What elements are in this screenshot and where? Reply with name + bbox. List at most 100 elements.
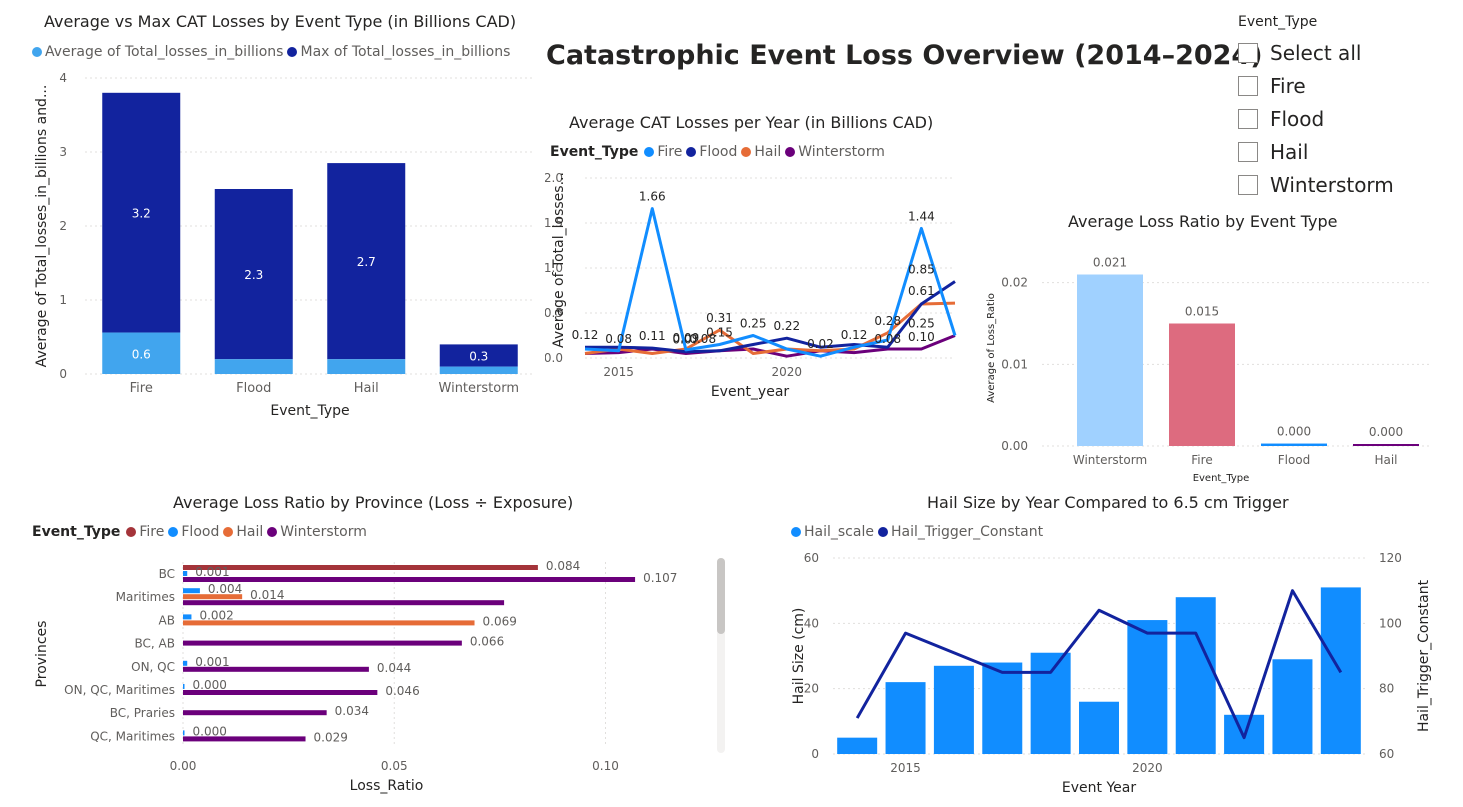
- y-axis-title: Average of Total_losses...: [551, 172, 567, 348]
- data-label: 0.004: [208, 582, 242, 596]
- y-tick-label: 0.01: [1001, 357, 1028, 371]
- point-label: 0.08: [874, 332, 901, 346]
- y-axis-title: Average of Loss_Ratio: [986, 293, 997, 403]
- bar-max: [214, 189, 293, 360]
- legend-dot-icon: [791, 527, 801, 537]
- legend-item[interactable]: Fire: [644, 144, 682, 160]
- point-label: 0.07: [673, 333, 700, 347]
- x-axis-title: Event Year: [1062, 780, 1136, 796]
- point-label: 0.85: [908, 263, 935, 277]
- point-label: 0.15: [706, 326, 733, 340]
- chart-title: Average Loss Ratio by Event Type: [1068, 212, 1338, 231]
- x-tick-label: 2015: [603, 365, 634, 379]
- chart-title: Average Loss Ratio by Province (Loss ÷ E…: [173, 493, 574, 512]
- y-tick-label: BC, Praries: [110, 706, 175, 720]
- legend-item[interactable]: Winterstorm: [267, 524, 367, 540]
- legend-item[interactable]: Max of Total_losses_in_billions: [287, 44, 510, 60]
- legend-dot-icon: [686, 147, 697, 157]
- bar: [1353, 444, 1419, 446]
- slicer-option-label: Flood: [1270, 106, 1325, 131]
- checkbox[interactable]: [1238, 174, 1258, 195]
- legend-item[interactable]: Hail: [741, 144, 781, 160]
- bar-winterstorm: [183, 666, 369, 672]
- chart-title: Average vs Max CAT Losses by Event Type …: [44, 12, 517, 31]
- checkbox[interactable]: [1238, 141, 1258, 162]
- bar-winterstorm: [183, 640, 462, 646]
- bar-fire: [183, 565, 538, 570]
- y-tick-label: 20: [804, 682, 819, 696]
- chart-legend: Average of Total_losses_in_billions Max …: [32, 44, 514, 60]
- y-tick-label: 0.02: [1001, 276, 1028, 290]
- point-label: 0.08: [605, 332, 632, 346]
- y-tick-label: BC: [159, 567, 175, 581]
- point-label: 1.44: [908, 209, 935, 223]
- bar-max: [327, 163, 406, 360]
- data-label: 0.001: [195, 655, 229, 669]
- legend-item[interactable]: Flood: [686, 144, 737, 160]
- x-tick-label: Flood: [236, 381, 271, 396]
- chart-legend: Event_Type Fire Flood Hail Winterstorm: [32, 524, 371, 540]
- y-tick-label: 0.00: [1001, 439, 1028, 453]
- y-tick-label: 40: [804, 616, 819, 630]
- checkbox[interactable]: [1238, 108, 1258, 129]
- slicer-option-flood[interactable]: Flood: [1238, 102, 1438, 135]
- legend-item[interactable]: Fire: [126, 524, 164, 540]
- legend-item[interactable]: Average of Total_losses_in_billions: [32, 44, 283, 60]
- legend-item[interactable]: Hail_Trigger_Constant: [877, 524, 1044, 540]
- bar-winterstorm: [183, 736, 306, 742]
- y-axis-title: Hail Size (cm): [791, 608, 807, 705]
- legend-label: Flood: [699, 144, 738, 160]
- avg-losses-per-year-chart: 0.00.51.01.52.01.660.08 0.110.310.150.090…: [545, 171, 957, 400]
- legend-dot-icon: [741, 147, 752, 157]
- x-tick-label: 2020: [1132, 761, 1163, 775]
- loss-ratio-by-province-chart: 0.00 0.05 0.10 BC 0.084 0.001 0.107 Maritimes 0.…: [34, 559, 677, 794]
- data-label: 3.2: [132, 207, 151, 221]
- legend-item[interactable]: Hail_scale: [791, 524, 874, 540]
- x-tick-label: 0.00: [170, 759, 197, 773]
- bar-hail-scale: [1079, 701, 1119, 754]
- data-label: 0.002: [199, 608, 233, 622]
- data-label: 2.3: [244, 268, 263, 282]
- y-right-tick-label: 60: [1379, 747, 1394, 761]
- slicer-option-winterstorm[interactable]: Winterstorm: [1238, 168, 1438, 201]
- hail-size-by-year-chart: 0 20 40 60 60 80 100 120 2015 2020 Event Year Hail …: [791, 551, 1432, 796]
- bar-flood: [183, 684, 185, 689]
- x-tick-label: 2015: [890, 761, 921, 775]
- slicer-option-hail[interactable]: Hail: [1238, 135, 1438, 168]
- legend-dot-icon: [785, 147, 796, 157]
- x-tick-label: 0.05: [381, 759, 408, 773]
- legend-label: Hail_Trigger_Constant: [890, 524, 1044, 540]
- data-label: 0.014: [250, 588, 284, 602]
- legend-item[interactable]: Hail: [223, 524, 263, 540]
- checkbox[interactable]: [1238, 75, 1258, 96]
- y-tick-label: 3: [59, 145, 67, 159]
- y-tick-label: 2: [59, 219, 67, 233]
- legend-label: Winterstorm: [280, 524, 367, 540]
- legend-item[interactable]: Flood: [168, 524, 219, 540]
- point-label: 0.31: [706, 311, 733, 325]
- point-label: 1.66: [639, 190, 666, 204]
- data-label: 0.046: [385, 684, 419, 698]
- bar-flood: [183, 660, 188, 666]
- scrollbar-thumb[interactable]: [717, 558, 725, 634]
- bar-average: [439, 366, 518, 374]
- checkbox[interactable]: [1238, 42, 1258, 63]
- bar-average: [102, 332, 181, 374]
- x-axis-title: Event_year: [711, 384, 790, 400]
- bar-flood: [183, 588, 200, 594]
- legend-dot-icon: [126, 527, 137, 537]
- legend-item[interactable]: Winterstorm: [785, 144, 885, 160]
- series-line-fire: [584, 207, 957, 358]
- data-label: 0.001: [195, 565, 229, 579]
- slicer-option-label: Hail: [1270, 139, 1309, 164]
- slicer-option-select-all[interactable]: Select all: [1238, 36, 1438, 69]
- y-tick-label: QC, Maritimes: [90, 729, 175, 743]
- y-tick-label: ON, QC: [131, 660, 175, 674]
- slicer-title: Event_Type: [1238, 14, 1318, 30]
- chart-legend: Event_Type Fire Flood Hail Winterstorm: [550, 144, 889, 160]
- y-tick-label: 0.0: [545, 351, 563, 365]
- legend-label: Fire: [139, 524, 165, 540]
- data-label: 0.000: [193, 678, 227, 692]
- slicer-option-fire[interactable]: Fire: [1238, 69, 1438, 102]
- vertical-scrollbar[interactable]: [717, 558, 725, 753]
